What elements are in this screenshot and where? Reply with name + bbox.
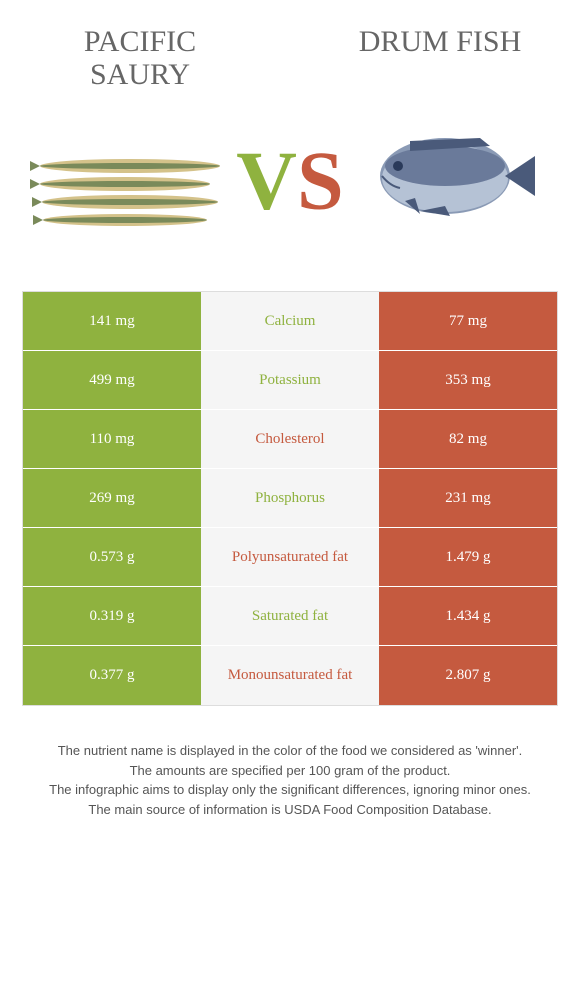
cell-left-value: 110 mg	[23, 410, 201, 468]
pacific-saury-image	[30, 106, 230, 246]
vs-s: S	[297, 135, 344, 228]
cell-right-value: 77 mg	[379, 292, 557, 350]
cell-right-value: 353 mg	[379, 351, 557, 409]
cell-right-value: 1.434 g	[379, 587, 557, 645]
footer: The nutrient name is displayed in the co…	[0, 706, 580, 819]
footer-line-3: The infographic aims to display only the…	[20, 780, 560, 800]
title-left: PACIFIC SAURY	[40, 25, 240, 91]
images-row: VS	[0, 91, 580, 271]
cell-right-value: 82 mg	[379, 410, 557, 468]
cell-nutrient-name: Saturated fat	[201, 587, 379, 645]
table-row: 141 mgCalcium77 mg	[23, 292, 557, 351]
table-row: 0.377 gMonounsaturated fat2.807 g	[23, 646, 557, 705]
title-right: DRUM FISH	[340, 25, 540, 58]
footer-line-4: The main source of information is USDA F…	[20, 800, 560, 820]
cell-nutrient-name: Potassium	[201, 351, 379, 409]
table-row: 269 mgPhosphorus231 mg	[23, 469, 557, 528]
footer-line-2: The amounts are specified per 100 gram o…	[20, 761, 560, 781]
cell-left-value: 0.319 g	[23, 587, 201, 645]
cell-left-value: 0.377 g	[23, 646, 201, 705]
table-row: 110 mgCholesterol82 mg	[23, 410, 557, 469]
table-row: 0.319 gSaturated fat1.434 g	[23, 587, 557, 646]
cell-left-value: 269 mg	[23, 469, 201, 527]
vs-v: V	[236, 135, 297, 228]
cell-left-value: 499 mg	[23, 351, 201, 409]
comparison-table: 141 mgCalcium77 mg499 mgPotassium353 mg1…	[22, 291, 558, 706]
vs-label: VS	[236, 133, 343, 230]
footer-line-1: The nutrient name is displayed in the co…	[20, 741, 560, 761]
cell-nutrient-name: Calcium	[201, 292, 379, 350]
cell-right-value: 2.807 g	[379, 646, 557, 705]
cell-left-value: 141 mg	[23, 292, 201, 350]
cell-nutrient-name: Monounsaturated fat	[201, 646, 379, 705]
cell-right-value: 231 mg	[379, 469, 557, 527]
table-row: 0.573 gPolyunsaturated fat1.479 g	[23, 528, 557, 587]
drum-fish-image	[350, 106, 550, 246]
cell-nutrient-name: Phosphorus	[201, 469, 379, 527]
cell-right-value: 1.479 g	[379, 528, 557, 586]
cell-nutrient-name: Cholesterol	[201, 410, 379, 468]
header: PACIFIC SAURY DRUM FISH	[0, 0, 580, 91]
cell-left-value: 0.573 g	[23, 528, 201, 586]
table-row: 499 mgPotassium353 mg	[23, 351, 557, 410]
cell-nutrient-name: Polyunsaturated fat	[201, 528, 379, 586]
